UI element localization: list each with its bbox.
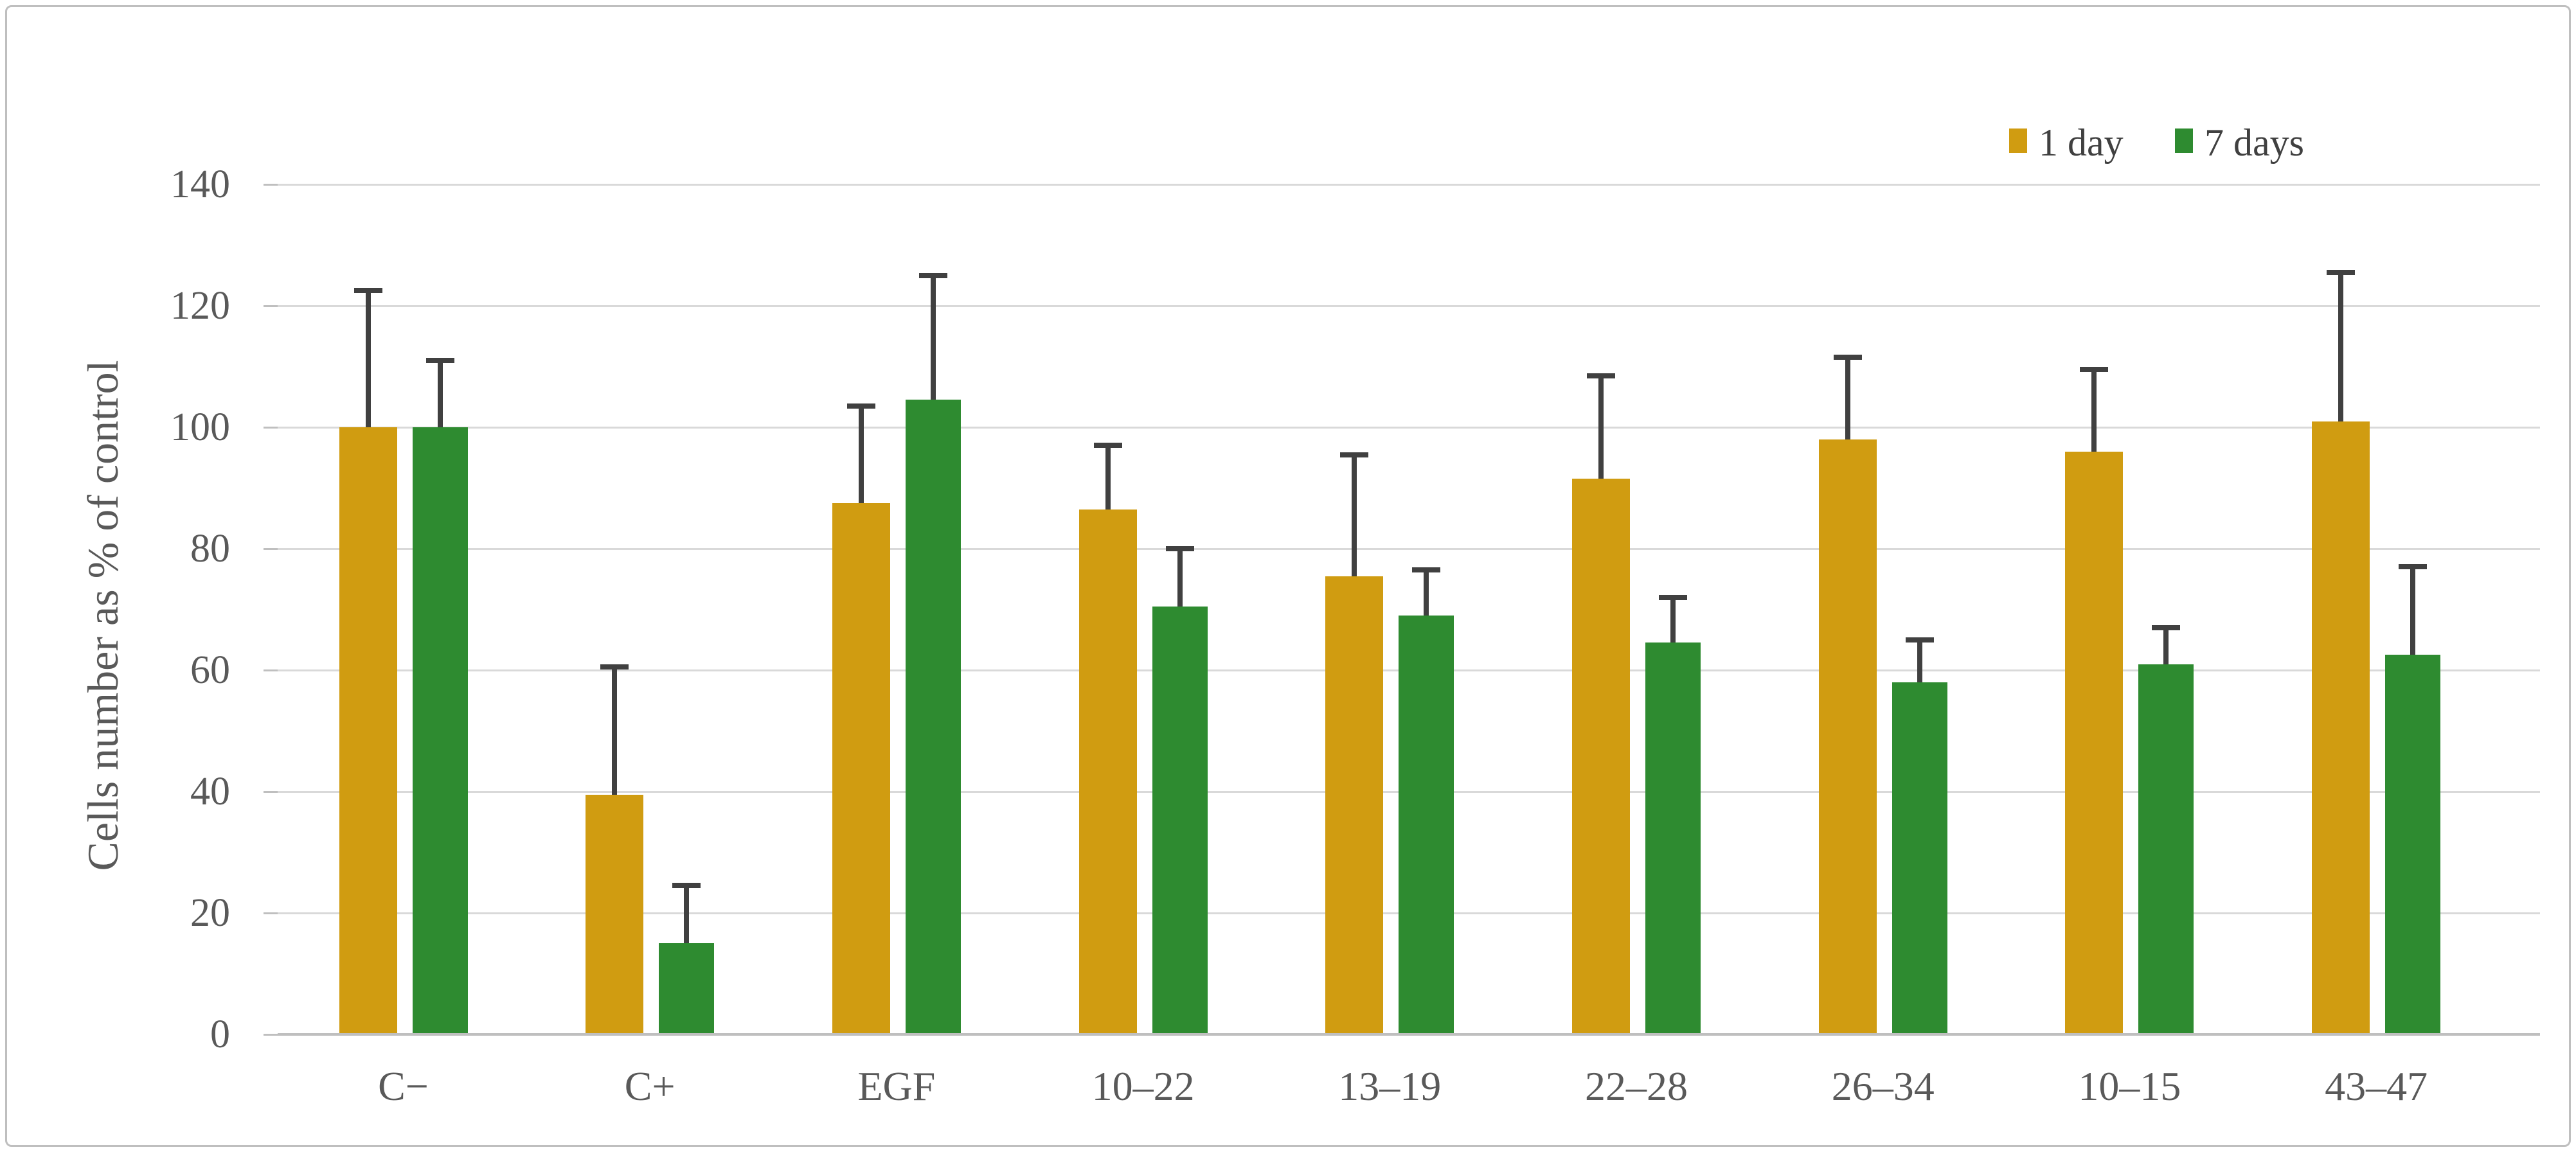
bar-7days-EGF: [905, 400, 961, 1034]
x-category-label-EGF: EGF: [857, 1063, 936, 1109]
error-bar-cap: [1340, 452, 1369, 457]
y-tick-label-60: 60: [190, 648, 230, 692]
error-bar-cap: [425, 358, 454, 364]
legend-label-1day: 1 day: [2039, 121, 2124, 164]
error-bar-stem: [2163, 627, 2169, 664]
x-category-label-C+: C+: [624, 1063, 675, 1109]
error-bar-stem: [684, 885, 690, 944]
y-tick-label-40: 40: [190, 770, 230, 813]
x-category-label-10–15: 10–15: [2078, 1063, 2181, 1109]
y-tick-label-140: 140: [170, 163, 230, 206]
error-bar-stem: [1670, 597, 1676, 643]
bar-1day-10–22: [1078, 509, 1137, 1034]
error-bar-stem: [858, 405, 864, 504]
error-bar-stem: [1105, 445, 1111, 510]
x-category-label-13–19: 13–19: [1338, 1063, 1442, 1109]
error-bar-cap: [2080, 367, 2109, 373]
error-bar-cap: [2327, 270, 2356, 276]
y-tick-label-100: 100: [170, 405, 230, 449]
error-bar-cap: [1412, 567, 1441, 573]
gridline-120: [278, 305, 2540, 307]
bar-7days-22–28: [1645, 642, 1701, 1034]
gridline-100: [278, 426, 2540, 429]
legend-swatch-1day: [2009, 128, 2027, 153]
error-bar-stem: [1845, 357, 1850, 439]
gridline-80: [278, 547, 2540, 550]
error-bar-stem: [1598, 375, 1604, 479]
error-bar-cap: [1905, 637, 1934, 642]
bar-7days-43–47: [2385, 655, 2441, 1034]
bar-1day-C+: [586, 794, 644, 1034]
error-bar-cap: [918, 272, 947, 278]
error-bar-cap: [2399, 564, 2428, 570]
x-category-label-22–28: 22–28: [1585, 1063, 1688, 1109]
y-tick-120: [264, 305, 278, 307]
y-tick-label-80: 80: [190, 527, 230, 571]
error-bar-cap: [846, 403, 875, 409]
x-category-label-10–22: 10–22: [1091, 1063, 1195, 1109]
error-bar-stem: [2338, 272, 2344, 421]
y-tick-0: [264, 1033, 278, 1036]
error-bar-stem: [365, 290, 371, 427]
error-bar-cap: [1659, 594, 1687, 600]
y-tick-140: [264, 183, 278, 186]
error-bar-stem: [1424, 570, 1429, 616]
y-tick-label-20: 20: [190, 891, 230, 935]
x-axis-line: [278, 1033, 2540, 1036]
error-bar-stem: [2410, 567, 2416, 655]
x-category-label-26–34: 26–34: [1831, 1063, 1935, 1109]
bar-7days-10–22: [1152, 606, 1208, 1034]
error-bar-stem: [2091, 369, 2097, 452]
y-tick-40: [264, 790, 278, 793]
bar-7days-C+: [659, 943, 715, 1034]
y-tick-label-120: 120: [170, 284, 230, 328]
error-bar-cap: [1093, 443, 1122, 448]
error-bar-cap: [672, 883, 701, 889]
bar-7days-C−: [412, 427, 468, 1034]
bar-7days-13–19: [1399, 615, 1454, 1034]
bar-1day-10–15: [2065, 451, 2124, 1034]
y-tick-100: [264, 426, 278, 429]
x-category-label-C−: C−: [378, 1063, 429, 1109]
error-bar-cap: [353, 288, 382, 294]
error-bar-cap: [1587, 373, 1615, 378]
bar-1day-C−: [339, 427, 397, 1034]
error-bar-stem: [612, 667, 618, 795]
legend-swatch-7days: [2175, 128, 2193, 153]
error-bar-stem: [437, 360, 443, 427]
bar-1day-13–19: [1325, 576, 1384, 1034]
y-tick-label-0: 0: [210, 1013, 230, 1056]
bar-1day-22–28: [1572, 479, 1630, 1034]
error-bar-cap: [1833, 355, 1862, 360]
bar-7days-26–34: [1892, 682, 1947, 1034]
bar-1day-EGF: [832, 503, 890, 1034]
gridline-140: [278, 183, 2540, 186]
y-tick-20: [264, 912, 278, 914]
error-bar-stem: [930, 275, 936, 400]
error-bar-stem: [1177, 549, 1183, 607]
legend-label-7days: 7 days: [2205, 121, 2304, 164]
y-tick-60: [264, 669, 278, 671]
bar-1day-26–34: [1818, 439, 1877, 1034]
y-tick-80: [264, 547, 278, 550]
bar-7days-10–15: [2138, 664, 2194, 1034]
error-bar-cap: [1165, 546, 1194, 551]
x-category-label-43–47: 43–47: [2325, 1063, 2428, 1109]
bar-1day-43–47: [2312, 421, 2370, 1034]
error-bar-stem: [1917, 639, 1922, 682]
error-bar-cap: [600, 664, 629, 670]
error-bar-stem: [1352, 454, 1357, 576]
y-axis-title: Cells number as % of control: [78, 360, 127, 871]
error-bar-cap: [2152, 625, 2181, 630]
